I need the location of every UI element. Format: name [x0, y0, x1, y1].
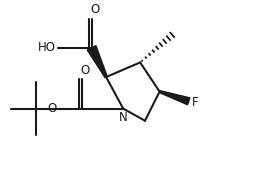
Text: O: O	[47, 102, 56, 115]
Text: N: N	[119, 111, 127, 124]
Text: O: O	[91, 3, 100, 16]
Text: HO: HO	[38, 41, 56, 54]
Polygon shape	[159, 91, 190, 105]
Polygon shape	[87, 46, 107, 78]
Text: F: F	[192, 96, 198, 109]
Text: O: O	[81, 64, 90, 77]
